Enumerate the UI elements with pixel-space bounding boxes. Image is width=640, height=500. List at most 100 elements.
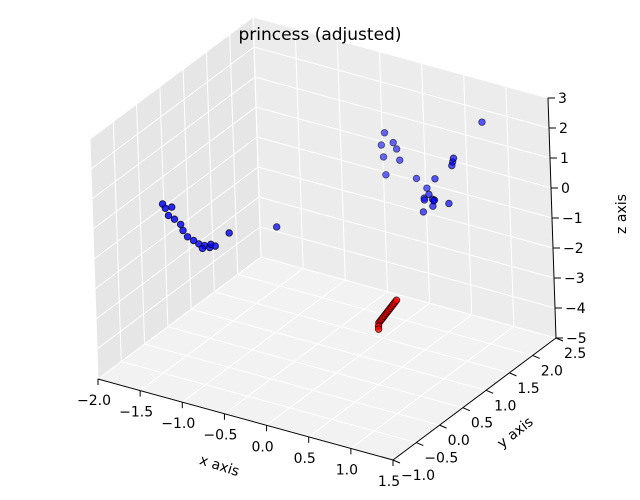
- data-point: [430, 197, 438, 205]
- data-point: [382, 171, 390, 179]
- grid-line: [253, 46, 550, 129]
- data-point: [272, 223, 281, 231]
- data-point: [374, 325, 383, 333]
- grid-line: [96, 226, 261, 350]
- data-point: [225, 229, 233, 237]
- z-tick-label: 1: [560, 151, 569, 167]
- data-point: [420, 196, 429, 204]
- x-tick-label: 1.5: [378, 474, 400, 490]
- x-tick-label: −1.0: [161, 416, 195, 432]
- data-point: [396, 156, 404, 164]
- data-point: [183, 233, 192, 241]
- grid-line: [97, 256, 262, 380]
- data-points: [158, 118, 486, 333]
- grid-line: [252, 16, 549, 99]
- grid-line: [95, 196, 260, 320]
- data-point: [392, 296, 401, 304]
- z-tick-label: −5: [566, 331, 587, 347]
- grid-line: [92, 106, 257, 230]
- grid-line: [350, 326, 515, 449]
- y-tick-label: 2.0: [541, 363, 563, 379]
- data-point: [425, 190, 433, 199]
- x-tick-label: −1.5: [119, 405, 153, 421]
- grid-line: [144, 343, 440, 426]
- y-tick: [416, 442, 424, 447]
- data-point: [478, 118, 486, 126]
- z-tick-label: 3: [558, 91, 567, 107]
- grid-line: [139, 268, 304, 391]
- grid-line: [191, 308, 487, 391]
- z-tick-label: 2: [559, 121, 568, 137]
- y-axis-label: y axis: [495, 414, 537, 452]
- z-tick-label: −1: [562, 211, 583, 227]
- y-tick: [532, 354, 540, 359]
- y-tick-label: −0.5: [424, 451, 458, 467]
- y-tick: [439, 424, 447, 429]
- grid-line: [255, 106, 552, 189]
- data-point: [168, 203, 176, 211]
- data-point: [380, 129, 389, 137]
- y-tick-label: 0.5: [471, 416, 493, 432]
- chart-title: princess (adjusted): [239, 25, 402, 45]
- y-tick-label: 1.0: [494, 398, 516, 414]
- data-point: [176, 220, 185, 229]
- x-axis-line: [97, 378, 394, 461]
- data-point: [379, 153, 388, 161]
- data-point: [445, 199, 453, 208]
- grid-line: [214, 291, 510, 374]
- x-tick-label: −0.5: [203, 428, 237, 444]
- data-point: [198, 244, 207, 253]
- data-point: [431, 175, 439, 183]
- grid-lines: [89, 16, 557, 461]
- data-point: [377, 141, 386, 149]
- y-tick: [485, 389, 494, 394]
- data-point: [189, 236, 198, 245]
- z-tick-label: −4: [565, 301, 586, 317]
- grid-line: [167, 326, 463, 409]
- y-axis-line: [392, 337, 557, 461]
- x-axis-label: x axis: [197, 452, 241, 480]
- y-tick-label: 2.5: [564, 346, 586, 362]
- grid-line: [94, 166, 259, 290]
- grid-line: [89, 16, 254, 140]
- y-tick-label: −1.0: [401, 468, 435, 484]
- data-point: [161, 204, 170, 212]
- grid-line: [90, 46, 255, 170]
- data-point: [164, 211, 173, 220]
- grid-line: [121, 361, 417, 444]
- data-point: [211, 242, 219, 250]
- grid-line: [181, 279, 346, 403]
- data-point: [179, 226, 187, 235]
- data-point: [392, 145, 401, 153]
- floor-pane: [98, 257, 556, 460]
- grid-line: [308, 314, 473, 438]
- x-tick-label: 0.5: [294, 451, 316, 467]
- data-point: [170, 215, 179, 223]
- x-tick-label: 0.0: [251, 439, 273, 455]
- grid-line: [256, 136, 553, 219]
- y-tick-label: 0.0: [448, 433, 470, 449]
- z-tick-label: 0: [561, 181, 570, 197]
- z-tick-label: −2: [563, 241, 584, 257]
- grid-line: [259, 226, 556, 309]
- grid-line: [91, 76, 256, 200]
- z-tick-label: −3: [564, 271, 585, 287]
- data-point: [449, 154, 458, 162]
- data-point: [423, 184, 431, 192]
- tick-labels: −2.0−1.5−1.0−0.50.00.51.01.5 −1.0−0.50.00…: [77, 91, 587, 490]
- x-tick-label: −2.0: [77, 393, 111, 409]
- grid-line: [224, 291, 388, 415]
- data-point: [412, 174, 421, 183]
- y-tick: [462, 407, 471, 412]
- y-tick-label: 1.5: [517, 381, 539, 397]
- y-tick: [392, 459, 401, 464]
- z-axis-label: z axis: [614, 194, 630, 234]
- grid-line: [266, 302, 430, 426]
- data-point: [389, 138, 397, 147]
- tick-marks: [97, 97, 564, 466]
- y-tick: [509, 372, 517, 377]
- x-tick-label: 1.0: [336, 462, 358, 478]
- grid-line: [260, 256, 557, 339]
- data-point: [419, 208, 428, 216]
